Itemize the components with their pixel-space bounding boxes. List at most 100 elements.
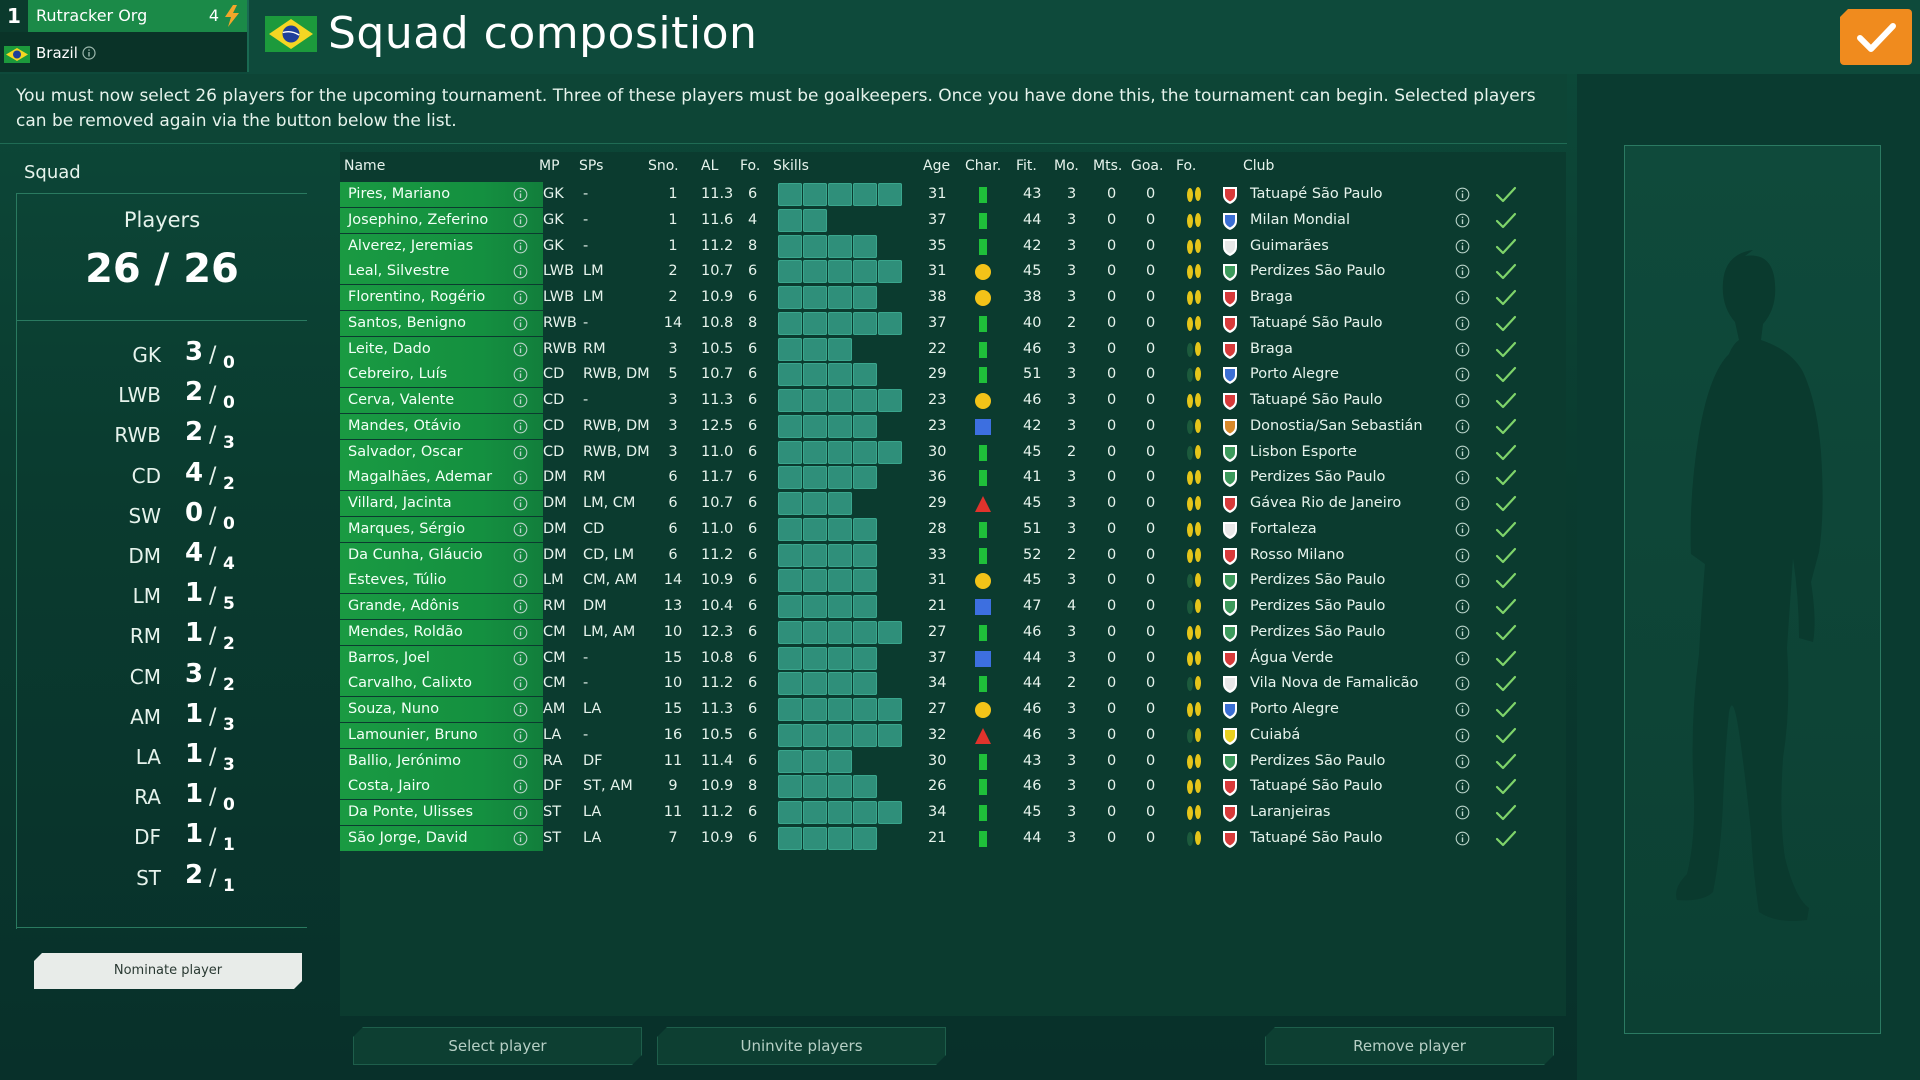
info-icon[interactable] [1455, 651, 1470, 666]
player-name-cell[interactable]: Leite, Dado [340, 336, 543, 362]
table-row[interactable]: Lamounier, Bruno LA - 16 10.5 6 32 46 3 0 0 Cuiabá [340, 722, 1566, 749]
nation-row[interactable]: Brazil [0, 38, 247, 68]
table-row[interactable]: Villard, Jacinta DM LM, CM 6 10.7 6 29 45 3 0 0 Gáv… [340, 491, 1566, 517]
table-row[interactable]: Leal, Silvestre LWB LM 2 10.7 6 31 45 3 0 0 Perdize… [340, 259, 1566, 285]
player-name-cell[interactable]: Josephino, Zeferino [340, 207, 543, 233]
uninvite-players-button[interactable]: Uninvite players [657, 1027, 946, 1065]
selected-check-icon[interactable] [1495, 623, 1517, 643]
info-icon[interactable] [513, 522, 528, 537]
player-name-cell[interactable]: Barros, Joel [340, 645, 543, 671]
col-sno[interactable]: Sno. [648, 158, 679, 174]
selected-check-icon[interactable] [1495, 649, 1517, 669]
selected-check-icon[interactable] [1495, 803, 1517, 823]
info-icon[interactable] [513, 496, 528, 511]
info-icon[interactable] [1455, 290, 1470, 305]
player-name-cell[interactable]: Ballio, Jerónimo [340, 748, 543, 774]
info-icon[interactable] [1455, 754, 1470, 769]
table-row[interactable]: Cebreiro, Luís CD RWB, DM 5 10.7 6 29 51 3 0 0 Port… [340, 362, 1566, 388]
selected-check-icon[interactable] [1495, 752, 1517, 772]
info-icon[interactable] [513, 573, 528, 588]
info-icon[interactable] [1455, 239, 1470, 254]
info-icon[interactable] [513, 290, 528, 305]
selected-check-icon[interactable] [1495, 726, 1517, 746]
selected-check-icon[interactable] [1495, 520, 1517, 540]
selected-check-icon[interactable] [1495, 288, 1517, 308]
player-name-cell[interactable]: Salvador, Oscar [340, 439, 543, 465]
info-icon[interactable] [513, 779, 528, 794]
player-name-cell[interactable]: Santos, Benigno [340, 310, 543, 336]
info-icon[interactable] [1455, 393, 1470, 408]
col-char[interactable]: Char. [965, 158, 1002, 174]
table-row[interactable]: Magalhães, Ademar DM RM 6 11.7 6 36 41 3 0 0 Perdiz… [340, 465, 1566, 491]
info-icon[interactable] [1455, 522, 1470, 537]
info-icon[interactable] [1455, 419, 1470, 434]
info-icon[interactable] [1455, 367, 1470, 382]
selected-check-icon[interactable] [1495, 494, 1517, 514]
info-icon[interactable] [1455, 728, 1470, 743]
selected-check-icon[interactable] [1495, 829, 1517, 849]
table-row[interactable]: Da Ponte, Ulisses ST LA 11 11.2 6 34 45 3 0 0 Laran… [340, 800, 1566, 826]
info-icon[interactable] [513, 264, 528, 279]
player-name-cell[interactable]: Da Ponte, Ulisses [340, 800, 543, 825]
table-row[interactable]: Pires, Mariano GK - 1 11.3 6 31 43 3 0 0 Tatuapé Sã… [340, 182, 1566, 208]
info-icon[interactable] [513, 702, 528, 717]
selected-check-icon[interactable] [1495, 777, 1517, 797]
info-icon[interactable] [82, 46, 96, 60]
select-player-button[interactable]: Select player [353, 1027, 642, 1065]
info-icon[interactable] [1455, 573, 1470, 588]
table-row[interactable]: Grande, Adônis RM DM 13 10.4 6 21 47 4 0 0 Perdizes… [340, 594, 1566, 620]
info-icon[interactable] [513, 470, 528, 485]
info-icon[interactable] [513, 187, 528, 202]
table-row[interactable]: Salvador, Oscar CD RWB, DM 3 11.0 6 30 45 2 0 0 Lis… [340, 439, 1566, 466]
player-name-cell[interactable]: Esteves, Túlio [340, 568, 543, 594]
col-mo[interactable]: Mo. [1054, 158, 1079, 174]
selected-check-icon[interactable] [1495, 365, 1517, 385]
table-row[interactable]: Alverez, Jeremias GK - 1 11.2 8 35 42 3 0 0 Guimarã… [340, 233, 1566, 260]
info-icon[interactable] [1455, 213, 1470, 228]
info-icon[interactable] [513, 419, 528, 434]
player-name-cell[interactable]: São Jorge, David [340, 825, 543, 851]
info-icon[interactable] [513, 754, 528, 769]
selected-check-icon[interactable] [1495, 262, 1517, 282]
selected-check-icon[interactable] [1495, 417, 1517, 437]
table-row[interactable]: Souza, Nuno AM LA 15 11.3 6 27 46 3 0 0 Porto Alegr… [340, 697, 1566, 723]
col-mp[interactable]: MP [539, 158, 560, 174]
info-icon[interactable] [513, 625, 528, 640]
col-fit[interactable]: Fit. [1016, 158, 1037, 174]
player-name-cell[interactable]: Grande, Adônis [340, 594, 543, 619]
col-goa[interactable]: Goa. [1131, 158, 1164, 174]
info-icon[interactable] [513, 316, 528, 331]
player-name-cell[interactable]: Alverez, Jeremias [340, 233, 543, 259]
player-name-cell[interactable]: Villard, Jacinta [340, 491, 543, 516]
player-name-cell[interactable]: Lamounier, Bruno [340, 722, 543, 748]
player-name-cell[interactable]: Carvalho, Calixto [340, 671, 543, 697]
selected-check-icon[interactable] [1495, 237, 1517, 257]
table-row[interactable]: Cerva, Valente CD - 3 11.3 6 23 46 3 0 0 Tatuapé Sã… [340, 388, 1566, 414]
info-icon[interactable] [1455, 625, 1470, 640]
player-name-cell[interactable]: Florentino, Rogério [340, 285, 543, 310]
info-icon[interactable] [513, 213, 528, 228]
info-icon[interactable] [1455, 187, 1470, 202]
table-row[interactable]: Ballio, Jerónimo RA DF 11 11.4 6 30 43 3 0 0 Perdiz… [340, 748, 1566, 775]
selected-check-icon[interactable] [1495, 314, 1517, 334]
info-icon[interactable] [1455, 599, 1470, 614]
info-icon[interactable] [513, 393, 528, 408]
info-icon[interactable] [1455, 676, 1470, 691]
info-icon[interactable] [513, 342, 528, 357]
table-row[interactable]: Barros, Joel CM - 15 10.8 6 37 44 3 0 0 Água Verde [340, 645, 1566, 672]
selected-check-icon[interactable] [1495, 185, 1517, 205]
info-icon[interactable] [513, 805, 528, 820]
table-row[interactable]: Mandes, Otávio CD RWB, DM 3 12.5 6 23 42 3 0 0 Dono… [340, 413, 1566, 440]
info-icon[interactable] [1455, 548, 1470, 563]
info-icon[interactable] [1455, 805, 1470, 820]
info-icon[interactable] [1455, 702, 1470, 717]
table-row[interactable]: Carvalho, Calixto CM - 10 11.2 6 34 44 2 0 0 Vila N… [340, 671, 1566, 697]
table-row[interactable]: Santos, Benigno RWB -14 10.8 8 37 40 2 0 0 Tatuapé… [340, 310, 1566, 337]
info-icon[interactable] [513, 676, 528, 691]
table-row[interactable]: Mendes, Roldão CM LM, AM 10 12.3 6 27 46 3 0 0 Perd… [340, 619, 1566, 646]
info-icon[interactable] [513, 651, 528, 666]
table-row[interactable]: Costa, Jairo DF ST, AM 9 10.9 8 26 46 3 0 0 Tatuapé… [340, 774, 1566, 800]
player-name-cell[interactable]: Souza, Nuno [340, 697, 543, 722]
selected-check-icon[interactable] [1495, 571, 1517, 591]
info-icon[interactable] [513, 599, 528, 614]
